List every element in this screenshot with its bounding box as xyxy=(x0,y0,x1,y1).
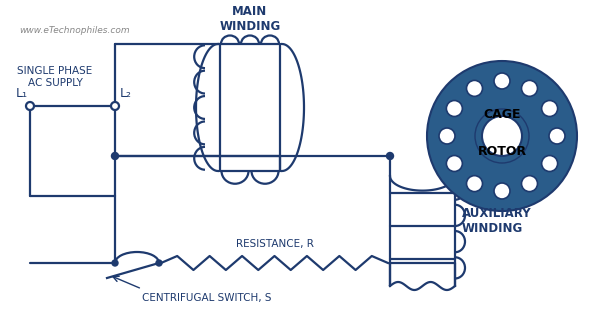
Text: SINGLE PHASE
AC SUPPLY: SINGLE PHASE AC SUPPLY xyxy=(17,67,92,88)
Circle shape xyxy=(446,156,463,171)
Text: L₁: L₁ xyxy=(16,87,28,100)
Circle shape xyxy=(111,102,119,110)
Text: CENTRIFUGAL SWITCH, S: CENTRIFUGAL SWITCH, S xyxy=(142,293,271,303)
Text: CAGE: CAGE xyxy=(483,108,521,120)
Circle shape xyxy=(112,260,118,266)
Circle shape xyxy=(26,102,34,110)
Text: AUXILIARY
WINDING: AUXILIARY WINDING xyxy=(462,207,532,235)
Circle shape xyxy=(482,116,522,156)
Circle shape xyxy=(446,101,463,117)
Circle shape xyxy=(521,176,538,192)
Circle shape xyxy=(549,128,565,144)
Text: MAIN
WINDING: MAIN WINDING xyxy=(220,5,281,33)
Circle shape xyxy=(466,80,482,96)
Text: L₂: L₂ xyxy=(120,87,132,100)
Circle shape xyxy=(466,176,482,192)
Circle shape xyxy=(112,153,119,160)
Text: RESISTANCE, R: RESISTANCE, R xyxy=(236,239,313,249)
Circle shape xyxy=(156,260,162,266)
Text: www.eTechnophiles.com: www.eTechnophiles.com xyxy=(20,26,130,35)
Circle shape xyxy=(521,80,538,96)
Text: ROTOR: ROTOR xyxy=(478,145,527,158)
Circle shape xyxy=(439,128,455,144)
Circle shape xyxy=(542,101,557,117)
Circle shape xyxy=(494,73,510,89)
Circle shape xyxy=(386,153,394,160)
Circle shape xyxy=(494,183,510,199)
Circle shape xyxy=(542,156,557,171)
Circle shape xyxy=(427,61,577,211)
